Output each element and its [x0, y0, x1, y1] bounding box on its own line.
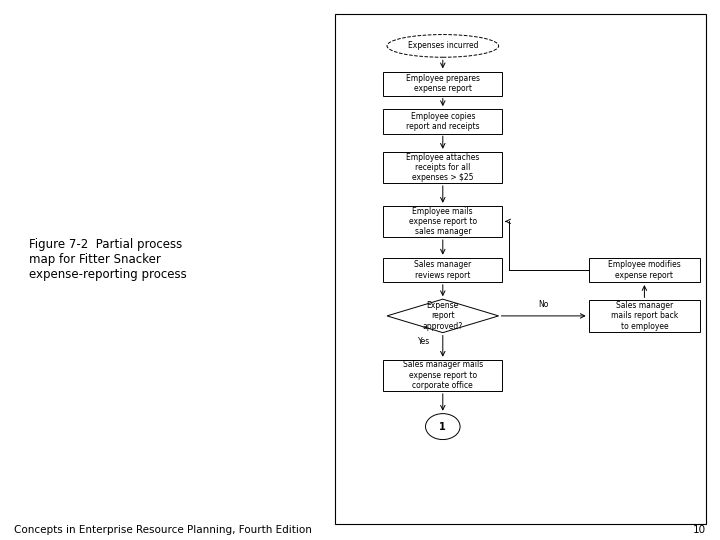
Text: Expenses incurred: Expenses incurred	[408, 42, 478, 50]
Text: 1: 1	[439, 422, 446, 431]
Text: Employee attaches
receipts for all
expenses > $25: Employee attaches receipts for all expen…	[406, 152, 480, 183]
Bar	[383, 258, 503, 282]
Bar	[383, 109, 503, 133]
Bar	[335, 14, 706, 524]
Text: Employee mails
expense report to
sales manager: Employee mails expense report to sales m…	[409, 206, 477, 237]
Text: 10: 10	[693, 524, 706, 535]
Text: Employee modifies
expense report: Employee modifies expense report	[608, 260, 681, 280]
Text: Sales manager
mails report back
to employee: Sales manager mails report back to emplo…	[611, 301, 678, 331]
Bar	[589, 258, 701, 282]
Text: Figure 7-2  Partial process
map for Fitter Snacker
expense-reporting process: Figure 7-2 Partial process map for Fitte…	[29, 238, 186, 281]
Bar	[383, 360, 503, 391]
Bar	[383, 152, 503, 183]
Circle shape	[426, 414, 460, 440]
Ellipse shape	[387, 35, 498, 57]
Text: Employee copies
report and receipts: Employee copies report and receipts	[406, 112, 480, 131]
Text: Sales manager
reviews report: Sales manager reviews report	[414, 260, 472, 280]
Text: No: No	[539, 300, 549, 309]
Text: Concepts in Enterprise Resource Planning, Fourth Edition: Concepts in Enterprise Resource Planning…	[14, 524, 312, 535]
Text: Yes: Yes	[418, 337, 430, 346]
Bar	[383, 71, 503, 96]
Bar	[589, 300, 701, 332]
Text: Sales manager mails
expense report to
corporate office: Sales manager mails expense report to co…	[402, 360, 483, 390]
Bar	[383, 206, 503, 237]
Polygon shape	[387, 299, 498, 333]
Text: Expense
report
approved?: Expense report approved?	[423, 301, 463, 331]
Text: Employee prepares
expense report: Employee prepares expense report	[406, 74, 480, 93]
